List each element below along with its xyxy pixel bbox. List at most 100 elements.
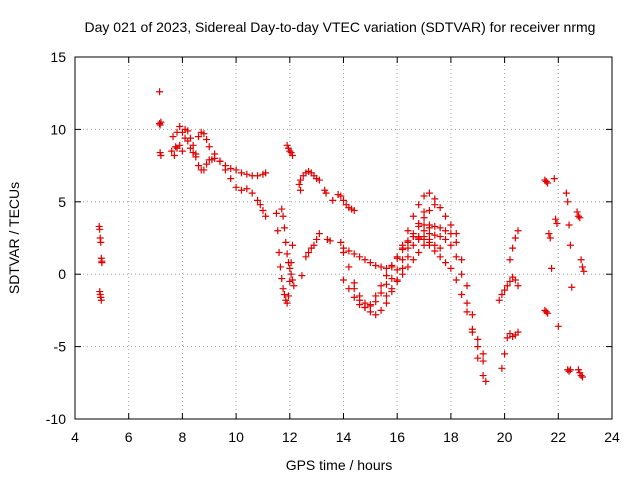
x-tick-label: 12 [282,429,298,445]
data-point [577,256,585,264]
data-point [243,185,251,193]
series-a20b [506,273,522,290]
data-point [566,366,574,374]
data-point [542,178,550,186]
data-point [372,292,380,300]
data-point [284,259,292,267]
data-point [203,160,211,168]
data-point [337,238,345,246]
series-a05 [95,222,106,304]
data-point [157,118,165,126]
x-tick-label: 4 [71,429,79,445]
data-point [169,133,177,141]
y-tick-label: 15 [50,49,66,65]
data-point [568,283,576,291]
data-point [237,169,245,177]
data-point [552,215,560,223]
data-point [425,230,433,238]
series-a12b [297,167,323,184]
x-tick-label: 22 [551,429,567,445]
data-point [350,293,358,301]
data-point [447,264,455,272]
series-a12d [295,180,306,280]
data-point [447,241,455,249]
data-point [544,179,552,187]
data-point [382,299,390,307]
series-a11 [272,209,296,307]
data-point [356,296,364,304]
chart-title: Day 021 of 2023, Sidereal Day-to-day VTE… [85,19,596,35]
x-tick-label: 14 [336,429,352,445]
data-point [361,256,369,264]
x-tick-label: 10 [228,429,244,445]
data-point [415,235,423,243]
data-point [156,88,164,96]
data-point [463,299,471,307]
data-point [216,157,224,165]
series-a07 [156,88,165,159]
series-a22d [573,208,588,275]
data-point [315,176,323,184]
data-point [297,176,305,184]
data-point [548,264,556,272]
data-point [221,166,229,174]
data-point [458,290,466,298]
data-point [382,292,390,300]
data-point [514,227,522,235]
data-point [436,224,444,232]
data-point [576,214,584,222]
data-point [288,241,296,249]
data-point [227,164,235,172]
data-point [275,248,283,256]
data-point [192,150,200,158]
data-point [509,244,517,252]
data-point [366,308,374,316]
data-point [550,175,558,183]
series-a13 [321,186,337,245]
data-point [232,166,240,174]
series-a19 [498,328,522,372]
data-point [96,225,104,233]
data-point [564,198,572,206]
data-point [178,147,186,155]
data-point [409,256,417,264]
data-point [474,354,482,362]
data-point [573,208,581,216]
data-point [458,256,466,264]
data-point [498,290,506,298]
data-point [562,189,570,197]
data-point [262,212,270,220]
y-tick-label: 10 [50,121,66,137]
data-point [436,233,444,241]
data-point [546,234,554,242]
data-point [393,266,401,274]
data-point [340,244,347,252]
x-tick-label: 20 [497,429,513,445]
data-point [276,263,284,271]
data-point [295,180,303,188]
data-point [544,309,552,317]
data-point [399,270,407,278]
series-a21 [541,176,556,272]
data-point [97,296,105,304]
data-point [232,183,240,191]
data-point [350,285,358,293]
x-tick-label: 18 [443,429,459,445]
data-point [393,253,401,261]
data-point [305,248,313,256]
data-point [482,377,490,385]
data-point [340,276,347,284]
data-point [382,264,390,272]
data-point [580,267,588,275]
data-point [262,169,270,177]
series-a11b [278,205,298,290]
data-point [409,241,417,249]
data-point [514,328,522,336]
series-a20 [495,282,511,304]
data-point [195,162,203,170]
data-point [452,276,460,284]
data-point [404,237,412,245]
data-point [452,253,460,261]
data-point [415,201,423,209]
